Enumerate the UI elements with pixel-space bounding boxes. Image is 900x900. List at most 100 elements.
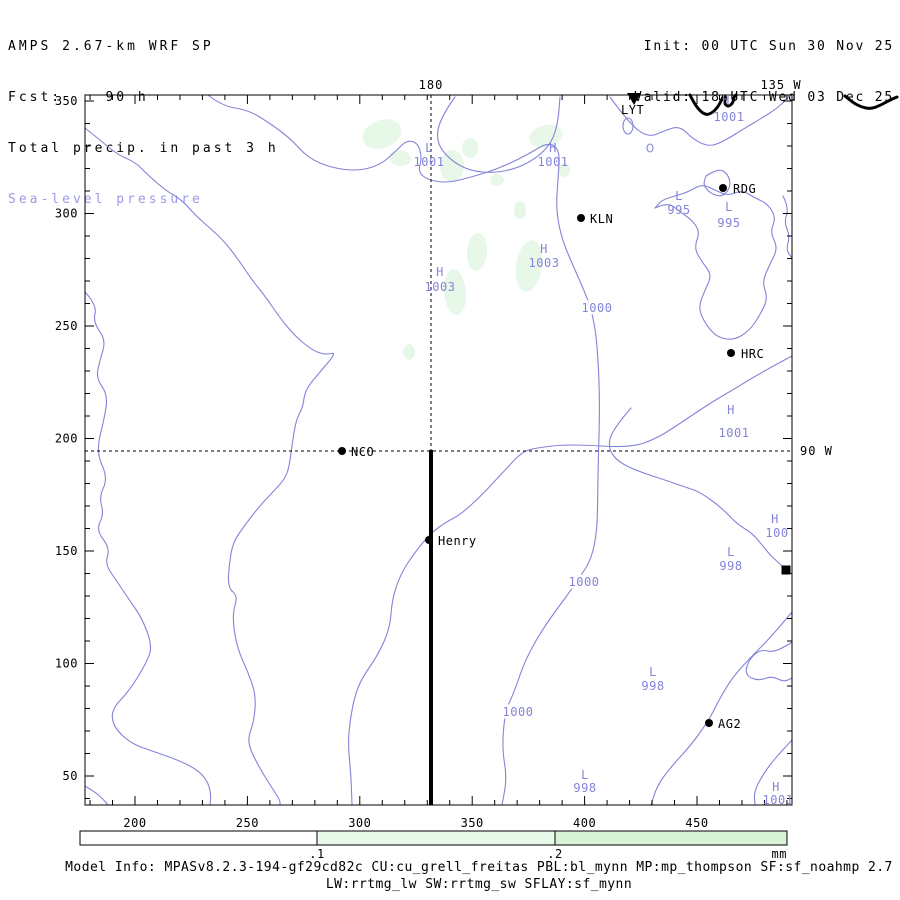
colorbar-tick-label: .1 [309, 847, 324, 861]
precip-area [490, 174, 504, 186]
precip-area [462, 138, 478, 158]
y-axis-tick-label: 100 [55, 657, 78, 671]
grid-label-135w: 135 W [760, 78, 802, 92]
pressure-label: H [549, 141, 557, 155]
model-info-line: Model Info: MPASv8.2.3-194-gf29cd82c CU:… [65, 860, 893, 875]
model-title: AMPS 2.67-km WRF SP [8, 39, 214, 54]
pressure-label: 995 [717, 216, 740, 230]
pressure-label: H [771, 512, 779, 526]
pressure-label: L [727, 545, 735, 559]
colorbar-segment [79, 830, 318, 846]
pressure-label: 1003 [529, 256, 560, 270]
pressure-label: H [540, 242, 548, 256]
colorbar-unit: mm [772, 847, 787, 861]
pressure-label: L [675, 189, 683, 203]
isobar-contour [745, 641, 793, 682]
isobar-contour [348, 355, 793, 806]
pressure-label: L [649, 665, 657, 679]
isobar-contour [782, 195, 793, 259]
pressure-label: 1001 [714, 110, 745, 124]
isobar-contour [654, 185, 777, 340]
plot-times: Init: 00 UTC Sun 30 Nov 25 Valid: 18 UTC… [634, 4, 894, 140]
pressure-label: 1001 [414, 155, 445, 169]
pressure-label: 100 [765, 526, 788, 540]
coastline [843, 94, 899, 110]
y-axis-tick-label: 150 [55, 544, 78, 558]
station-label: NCO [351, 445, 374, 459]
y-axis-tick-label: 300 [55, 207, 78, 221]
isobar-contour [437, 96, 561, 173]
isobar-contour-small [646, 143, 654, 153]
pressure-label: H [727, 403, 735, 417]
pressure-label: H [436, 265, 444, 279]
field-title-slp: Sea-level pressure [8, 192, 203, 207]
pressure-label: H [722, 93, 730, 107]
precip-area [514, 201, 526, 219]
station-marker [627, 93, 641, 105]
station-marker [727, 349, 735, 357]
y-axis-tick-label: 350 [55, 94, 78, 108]
x-axis-tick-label: 350 [461, 816, 484, 830]
y-axis-tick-label: 200 [55, 432, 78, 446]
precip-area [515, 240, 543, 292]
map-frame [84, 94, 793, 806]
station-label: AG2 [718, 717, 741, 731]
colorbar-tick-label: .2 [547, 847, 562, 861]
station-marker [425, 536, 433, 544]
precip-area [529, 124, 563, 148]
grid-label-180: 180 [418, 78, 444, 92]
coastline [688, 93, 738, 116]
y-axis-tick-label: 250 [55, 319, 78, 333]
pressure-label: 1001 [538, 155, 569, 169]
station-marker [719, 184, 727, 192]
station-marker [705, 719, 713, 727]
precip-area [443, 269, 467, 315]
colorbar-segment [554, 830, 788, 846]
station-label: HRC [741, 347, 764, 361]
pressure-label: 998 [573, 781, 596, 795]
physics-line: LW:rrtmg_lw SW:rrtmg_sw SFLAY:sf_mynn [325, 877, 633, 892]
isobar-contour [84, 127, 335, 806]
pressure-label: 995 [667, 203, 690, 217]
pressure-label: L [425, 141, 433, 155]
precip-area [440, 150, 464, 182]
station-label: KLN [590, 212, 613, 226]
pressure-label: 1000 [503, 705, 534, 719]
pressure-label: 1003 [425, 280, 456, 294]
x-axis-tick-label: 400 [573, 816, 596, 830]
station-marker [781, 565, 791, 575]
pressure-label: H [772, 780, 780, 794]
x-axis-tick-label: 250 [236, 816, 259, 830]
isobar-contour-small [622, 117, 634, 135]
precip-area [389, 149, 411, 167]
precip-area [466, 233, 488, 271]
isobar-contour [608, 407, 787, 571]
pressure-label: L [725, 200, 733, 214]
isobar-contour [650, 611, 793, 806]
pressure-label: L [581, 768, 589, 782]
pressure-label: 1001 [763, 793, 794, 807]
station-marker [338, 447, 346, 455]
station-label: RDG [733, 182, 756, 196]
isobar-contour [84, 291, 212, 806]
colorbar-segment [316, 830, 556, 846]
forecast-hour: Fcst: 90 h [8, 90, 149, 105]
pressure-label: 1001 [719, 426, 750, 440]
isobar-contour [703, 169, 731, 197]
isobar-contour [609, 94, 791, 146]
precip-area [558, 163, 570, 177]
isobar-contour [753, 739, 793, 806]
grid-label-90w: 90 W [800, 444, 833, 458]
isobar-contour [84, 785, 109, 806]
x-axis-tick-label: 300 [348, 816, 371, 830]
y-axis-tick-label: 50 [63, 769, 78, 783]
pressure-label: 998 [719, 559, 742, 573]
pressure-label: 998 [641, 679, 664, 693]
precip-area [403, 344, 415, 360]
station-label: LYT [621, 103, 644, 117]
station-marker [577, 214, 585, 222]
init-time: Init: 00 UTC Sun 30 Nov 25 [643, 39, 894, 54]
x-axis-tick-label: 450 [685, 816, 708, 830]
